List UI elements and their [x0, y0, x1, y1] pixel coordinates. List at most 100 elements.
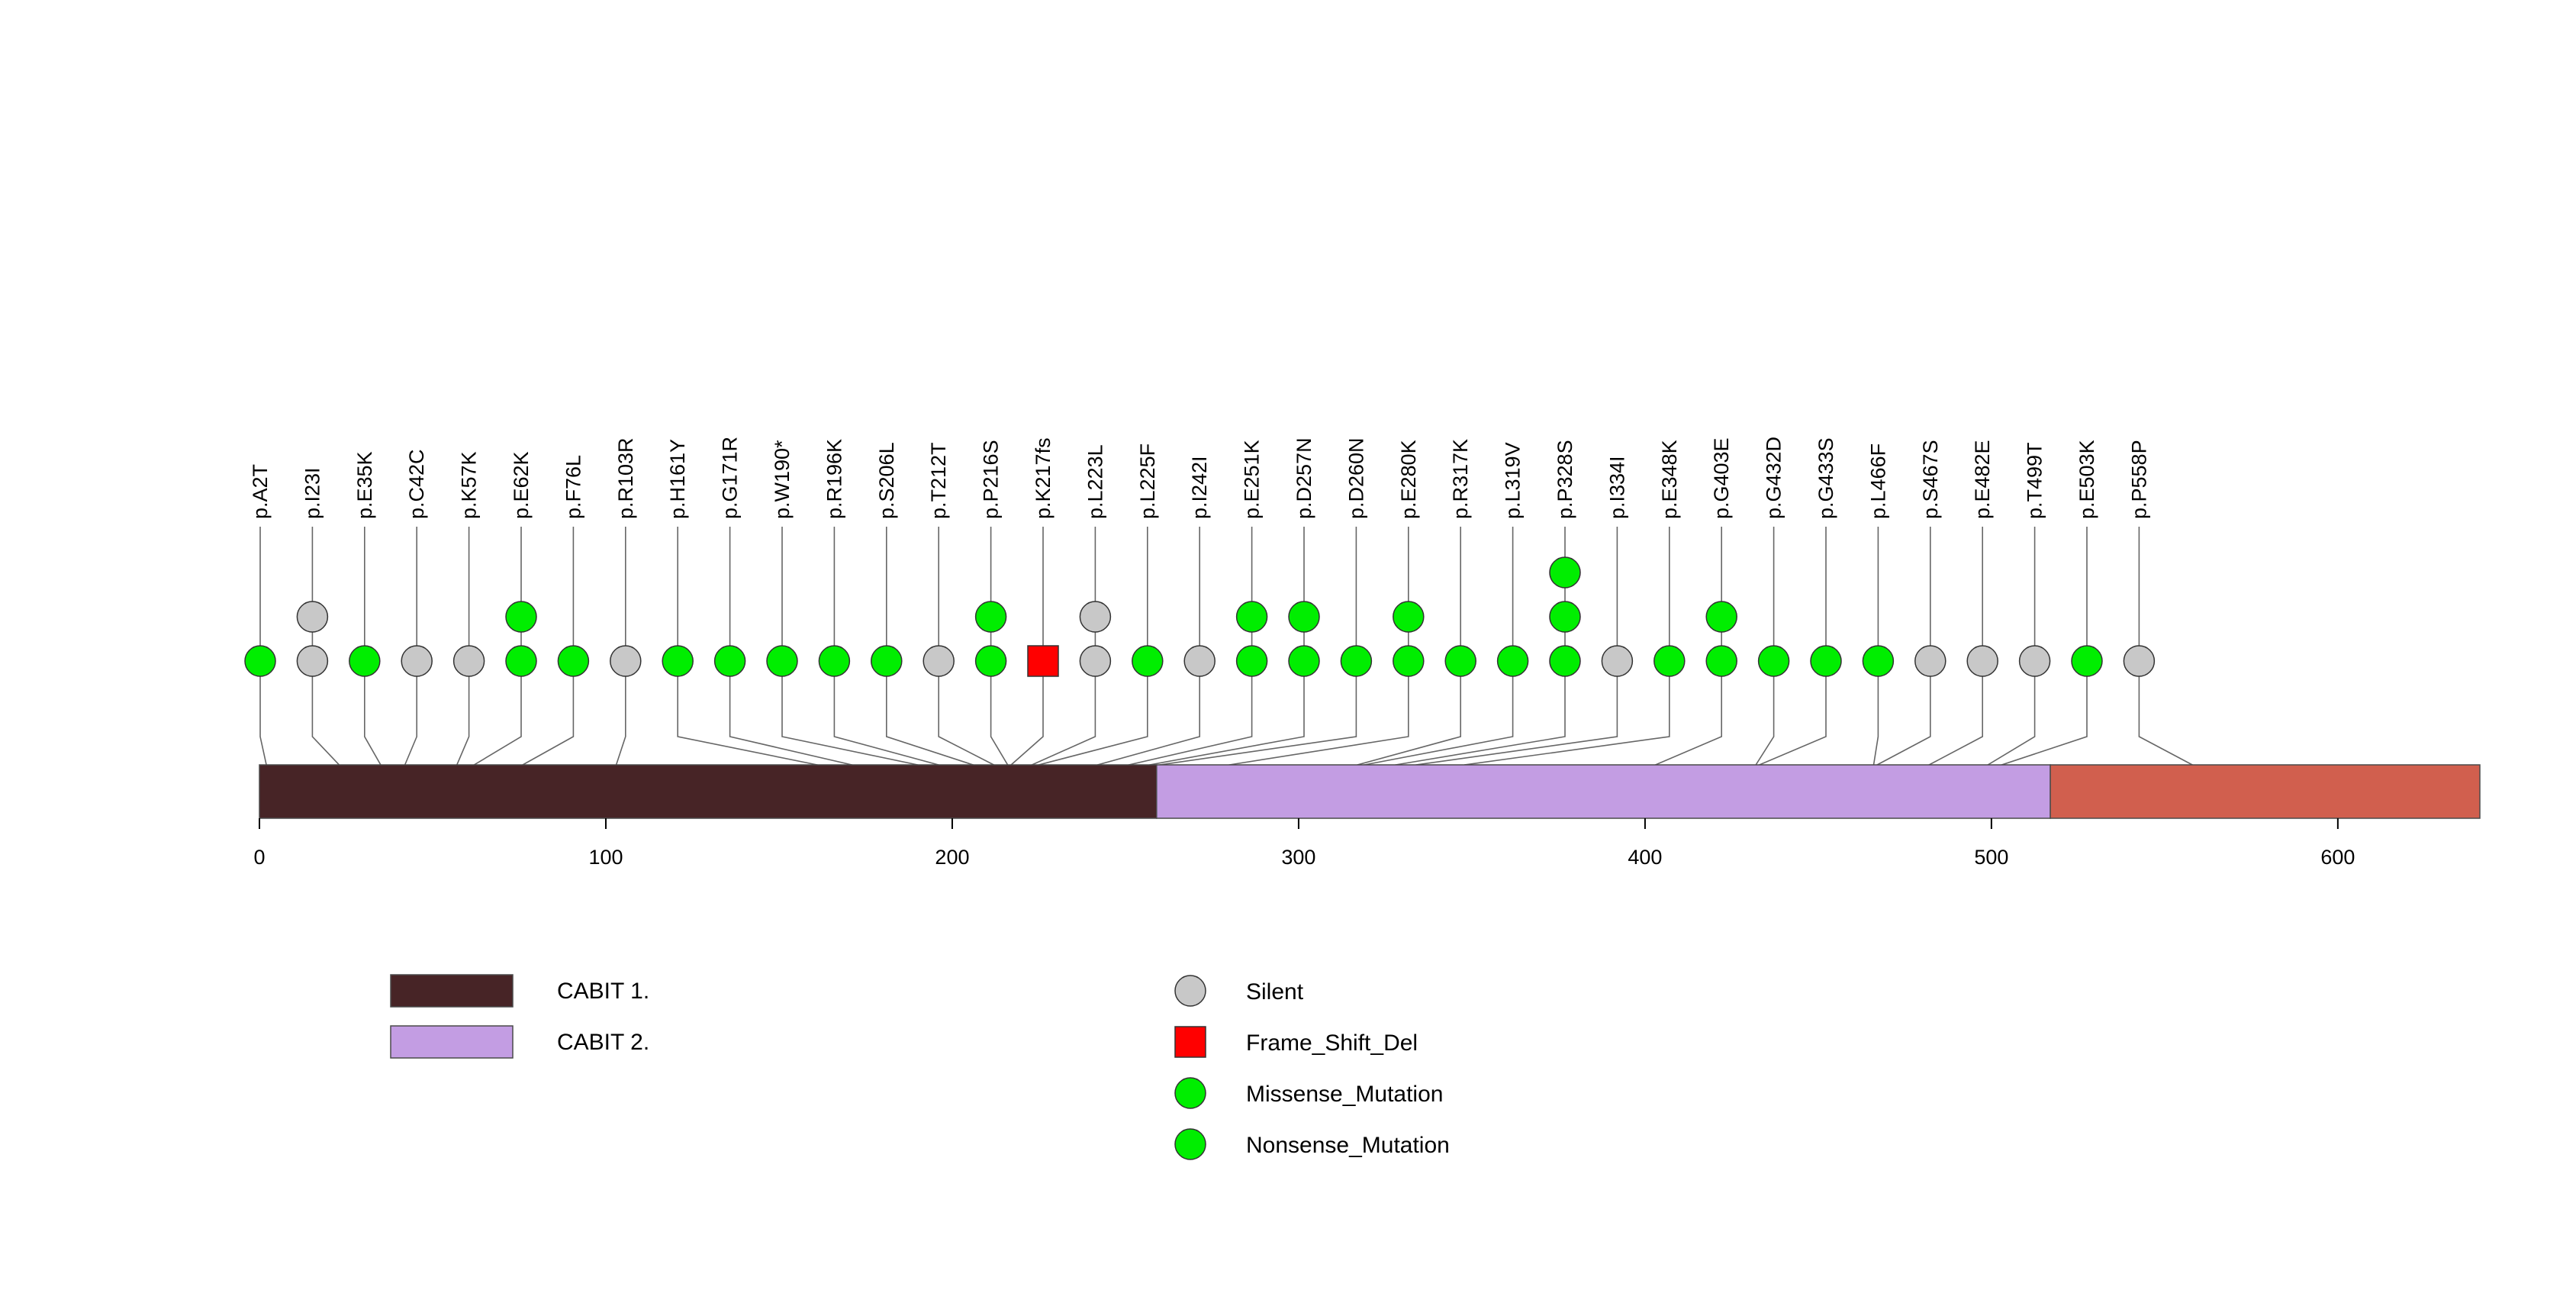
- mutation-label: p.R317K: [1449, 439, 1472, 519]
- mutation-label: p.E280K: [1397, 440, 1420, 519]
- protein-domain-bar: [259, 764, 2481, 819]
- missense-marker: [974, 601, 1007, 633]
- domain-segment-1: [259, 764, 1158, 819]
- x-tick-label: 500: [1974, 846, 2008, 869]
- legend-silent-marker: [1174, 975, 1206, 1007]
- legend-domain-swatch: [390, 1025, 514, 1059]
- mutation-label: p.I23I: [301, 467, 324, 519]
- mutation-label: p.G433S: [1814, 437, 1837, 519]
- mutation-label: p.I242I: [1188, 456, 1211, 519]
- mutation-label: p.E251K: [1241, 440, 1264, 519]
- x-tick-label: 300: [1281, 846, 1315, 869]
- frameshift-marker: [1027, 645, 1059, 677]
- mutation-label: p.P328S: [1554, 440, 1576, 519]
- silent-marker: [1183, 645, 1216, 677]
- mutation-label: p.W190*: [771, 440, 794, 519]
- missense-marker: [1288, 645, 1320, 677]
- silent-marker: [1079, 601, 1112, 633]
- mutation-label: p.L225F: [1136, 443, 1159, 519]
- missense-marker: [1393, 601, 1425, 633]
- missense-marker: [1288, 601, 1320, 633]
- missense-marker: [1549, 556, 1581, 589]
- legend-frameshift-marker: [1174, 1026, 1206, 1058]
- silent-marker: [452, 645, 485, 677]
- mutation-label: p.P558P: [2127, 440, 2150, 519]
- mutation-markers: [244, 556, 2156, 677]
- missense-marker: [2071, 645, 2103, 677]
- legend-mutation-type-label: Silent: [1246, 979, 1304, 1005]
- mutation-label: p.R196K: [823, 439, 845, 519]
- missense-marker: [1340, 645, 1373, 677]
- missense-marker: [1862, 645, 1895, 677]
- x-tick-label: 0: [253, 846, 265, 869]
- legend-missense-mutation-marker: [1174, 1077, 1206, 1109]
- missense-marker: [1235, 601, 1268, 633]
- mutation-label: p.D257N: [1293, 437, 1315, 519]
- legend-mutation-type-label: Missense_Mutation: [1246, 1082, 1443, 1107]
- legend-domain-label: CABIT 1.: [557, 979, 649, 1004]
- mutation-label: p.K57K: [458, 451, 481, 519]
- mutation-label: p.H161Y: [666, 439, 689, 519]
- mutation-label: p.R103R: [614, 437, 637, 519]
- x-tick-label: 400: [1628, 846, 1662, 869]
- missense-marker: [1653, 645, 1686, 677]
- legend-domain-label: CABIT 2.: [557, 1030, 649, 1055]
- mutation-label: p.T212T: [927, 442, 950, 519]
- mutation-label: p.A2T: [249, 464, 272, 519]
- legend-mutation-type-label: Nonsense_Mutation: [1246, 1133, 1450, 1158]
- legend-nonsense-mutation-marker: [1174, 1128, 1206, 1160]
- silent-marker: [1079, 645, 1112, 677]
- silent-marker: [401, 645, 433, 677]
- mutation-label: p.I334I: [1605, 456, 1628, 519]
- mutation-label: p.K217fs: [1032, 437, 1055, 519]
- x-axis: 0 100 200 300 400 500 600: [253, 818, 2355, 869]
- silent-marker: [610, 645, 642, 677]
- missense-marker: [713, 645, 746, 677]
- silent-marker: [923, 645, 955, 677]
- mutation-label: p.D260N: [1344, 437, 1367, 519]
- mutation-label: p.G432D: [1763, 437, 1785, 519]
- missense-marker: [349, 645, 381, 677]
- mutation-label: p.L319V: [1502, 442, 1525, 519]
- missense-marker: [974, 645, 1007, 677]
- missense-marker: [557, 645, 590, 677]
- missense-marker: [1705, 601, 1737, 633]
- domain-segment-2: [1156, 764, 2051, 819]
- nonsense-marker: [766, 645, 798, 677]
- mutation-label: p.E348K: [1658, 440, 1681, 519]
- mutation-label: p.L223L: [1084, 444, 1106, 519]
- silent-marker: [1601, 645, 1634, 677]
- x-tick-label: 100: [588, 846, 623, 869]
- missense-marker: [1757, 645, 1790, 677]
- missense-marker: [505, 645, 537, 677]
- missense-marker: [1393, 645, 1425, 677]
- domain-segment-3: [2050, 764, 2481, 819]
- legend: CABIT 1. CABIT 2. Silent Frame_Shift_Del Mis…: [390, 974, 1450, 1160]
- missense-marker: [818, 645, 851, 677]
- missense-marker: [1132, 645, 1164, 677]
- missense-marker: [1444, 645, 1476, 677]
- legend-mutation-type-label: Frame_Shift_Del: [1246, 1030, 1418, 1056]
- mutation-label: p.C42C: [405, 449, 428, 519]
- x-tick-label: 200: [935, 846, 969, 869]
- mutation-labels: p.A2T p.I23I p.E35K p.C42C p.K57K p.E62K p.F76…: [249, 437, 2150, 519]
- mutation-label: p.S206L: [875, 442, 898, 519]
- mutation-label: p.E503K: [2075, 440, 2098, 519]
- mutation-label: p.E35K: [353, 451, 376, 519]
- silent-marker: [2123, 645, 2156, 677]
- missense-marker: [1496, 645, 1529, 677]
- mutation-label: p.L466F: [1866, 443, 1889, 519]
- missense-marker: [505, 601, 537, 633]
- mutation-label: p.P216S: [980, 440, 1003, 519]
- silent-marker: [296, 601, 329, 633]
- mutation-label: p.G171R: [719, 437, 742, 519]
- missense-marker: [244, 645, 276, 677]
- silent-marker: [296, 645, 329, 677]
- mutation-label: p.S467S: [1919, 440, 1942, 519]
- missense-marker: [1705, 645, 1737, 677]
- silent-marker: [2018, 645, 2051, 677]
- x-tick-label: 600: [2320, 846, 2355, 869]
- missense-marker: [1549, 645, 1581, 677]
- mutation-label: p.T499T: [2024, 442, 2046, 519]
- mutation-label: p.G403E: [1710, 437, 1733, 519]
